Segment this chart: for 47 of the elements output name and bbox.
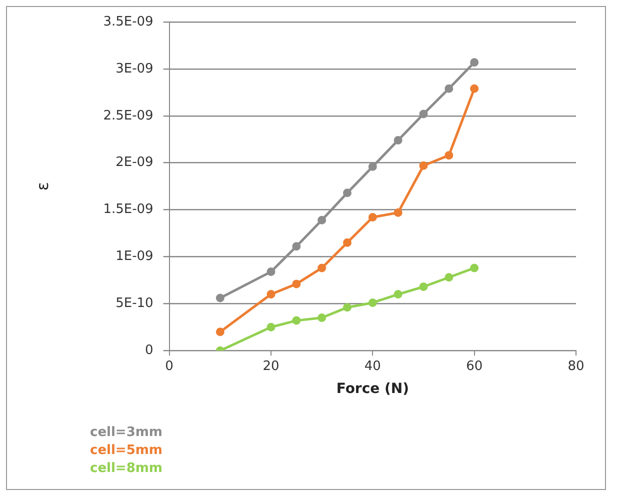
point [292, 242, 301, 251]
point [444, 273, 454, 282]
y-tick-label: 3E-09 [116, 61, 154, 76]
x-tick-label: 0 [165, 358, 174, 374]
point [292, 280, 301, 288]
point [419, 110, 428, 118]
point [342, 238, 352, 247]
point [419, 161, 428, 170]
y-tick-label: 2E-09 [116, 155, 154, 170]
point [266, 267, 276, 276]
x-tick-label: 20 [262, 358, 280, 374]
x-tick-label: 40 [364, 358, 381, 374]
y-tick-label: 2.5E-09 [103, 108, 154, 124]
point [394, 208, 402, 217]
point [318, 216, 326, 224]
point [419, 282, 428, 292]
point [394, 290, 402, 299]
point [394, 136, 402, 145]
point [368, 298, 377, 307]
point [318, 313, 326, 322]
point [470, 84, 479, 93]
y-tick-label: 5E-10 [116, 296, 154, 312]
point [266, 322, 276, 332]
x-tick-label: 80 [568, 358, 584, 374]
y-tick-label: 0 [145, 342, 154, 358]
point [266, 290, 276, 299]
y-tick-label: 1.5E-09 [103, 202, 154, 218]
text: cell=3mm [90, 424, 162, 442]
y-axis-title: ε [32, 182, 52, 191]
point [368, 213, 377, 222]
point [368, 162, 377, 171]
point [216, 294, 224, 302]
y-tick-label: 3.5E-09 [103, 14, 154, 30]
text: cell=5mm [90, 442, 162, 460]
point [470, 58, 479, 67]
text: cell=8mm [90, 460, 162, 478]
x-axis-title: Force (N) [336, 381, 410, 398]
point [444, 151, 454, 160]
point [470, 264, 479, 272]
point [342, 188, 352, 198]
point [318, 264, 326, 272]
point [342, 303, 352, 312]
y-tick-label: 1E-09 [116, 249, 154, 264]
point [216, 328, 224, 336]
point [292, 316, 301, 325]
x-tick-label: 60 [466, 358, 483, 374]
point [444, 84, 454, 93]
